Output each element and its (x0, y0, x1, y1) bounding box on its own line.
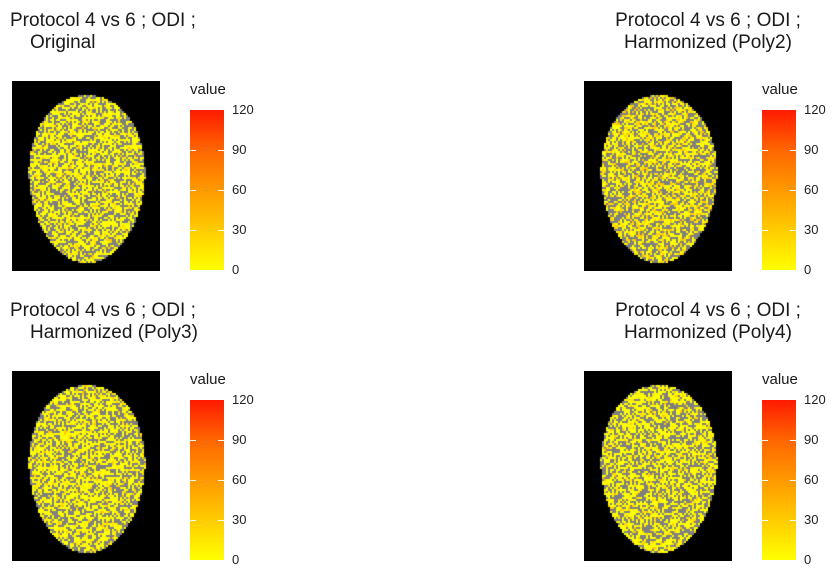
legend-title: value (762, 81, 798, 98)
legend-tick-mark (790, 190, 796, 191)
legend-tick-mark (790, 480, 796, 481)
panel-title: Protocol 4 vs 6 ; ODI ; Harmonized (Poly… (578, 300, 838, 344)
legend-tick-mark (190, 440, 196, 441)
legend-tick-label: 90 (804, 142, 819, 157)
title-line: Protocol 4 vs 6 ; ODI ; (615, 10, 801, 31)
legend-tick-mark (790, 520, 796, 521)
legend-tick-label: 120 (804, 102, 826, 117)
title-line: Protocol 4 vs 6 ; ODI ; (10, 300, 196, 321)
brain-heatmap-canvas (12, 81, 160, 271)
legend-tick-mark (790, 150, 796, 151)
title-line: Protocol 4 vs 6 ; ODI ; (10, 10, 196, 31)
legend-title: value (762, 371, 798, 388)
legend-tick-mark (190, 190, 196, 191)
brain-heatmap-canvas (584, 371, 732, 561)
legend-tick-mark (190, 520, 196, 521)
brain-heatmap-canvas (12, 371, 160, 561)
legend-tick-label: 120 (232, 102, 254, 117)
panel-title: Protocol 4 vs 6 ; ODI ; Harmonized (Poly… (10, 300, 270, 344)
legend-tick-label: 60 (232, 472, 247, 487)
legend-title: value (190, 371, 226, 388)
legend-tick-label: 90 (804, 432, 819, 447)
legend-tick-mark (762, 480, 768, 481)
legend-tick-mark (790, 440, 796, 441)
legend-tick-mark (762, 150, 768, 151)
legend-tick-mark (190, 150, 196, 151)
legend-tick-mark (218, 190, 224, 191)
color-legend: value 0 30 60 90 120 (762, 82, 838, 282)
panel-poly2: Protocol 4 vs 6 ; ODI ; Harmonized (Poly… (578, 10, 838, 285)
legend-tick-mark (190, 480, 196, 481)
legend-tick-label: 30 (804, 512, 819, 527)
legend-tick-label: 0 (804, 262, 812, 277)
legend-tick-label: 60 (804, 472, 819, 487)
panel-poly3: Protocol 4 vs 6 ; ODI ; Harmonized (Poly… (10, 300, 270, 575)
panel-title: Protocol 4 vs 6 ; ODI ; Harmonized (Poly… (578, 10, 838, 54)
brain-map (12, 81, 160, 271)
legend-tick-label: 0 (232, 552, 240, 567)
legend-tick-label: 120 (804, 392, 826, 407)
color-legend: value 0 30 60 90 120 (190, 82, 270, 282)
legend-tick-label: 0 (804, 552, 812, 567)
legend-tick-label: 30 (232, 512, 247, 527)
brain-map (584, 81, 732, 271)
brain-map (12, 371, 160, 561)
legend-ticks: 0 30 60 90 120 (762, 393, 838, 567)
legend-tick-mark (218, 440, 224, 441)
legend-tick-label: 120 (232, 392, 254, 407)
legend-title: value (190, 81, 226, 98)
legend-tick-mark (762, 520, 768, 521)
legend-tick-mark (190, 230, 196, 231)
legend-ticks: 0 30 60 90 120 (190, 103, 270, 277)
subtitle-line: Harmonized (Poly4) (624, 322, 792, 343)
color-legend: value 0 30 60 90 120 (190, 372, 270, 572)
legend-ticks: 0 30 60 90 120 (762, 103, 838, 277)
panel-title: Protocol 4 vs 6 ; ODI ; Original (10, 10, 270, 54)
legend-tick-mark (218, 150, 224, 151)
legend-tick-label: 0 (232, 262, 240, 277)
legend-tick-label: 90 (232, 142, 247, 157)
panel-poly4: Protocol 4 vs 6 ; ODI ; Harmonized (Poly… (578, 300, 838, 575)
legend-tick-mark (790, 230, 796, 231)
subtitle-line: Harmonized (Poly2) (624, 32, 792, 53)
legend-tick-label: 30 (804, 222, 819, 237)
brain-heatmap-canvas (584, 81, 732, 271)
legend-tick-label: 60 (232, 182, 247, 197)
legend-tick-mark (762, 440, 768, 441)
legend-tick-label: 90 (232, 432, 247, 447)
legend-tick-label: 30 (232, 222, 247, 237)
subtitle-line: Original (30, 32, 96, 53)
legend-tick-mark (762, 190, 768, 191)
legend-tick-mark (218, 520, 224, 521)
subtitle-line: Harmonized (Poly3) (30, 322, 198, 343)
brain-map (584, 371, 732, 561)
legend-tick-label: 60 (804, 182, 819, 197)
legend-ticks: 0 30 60 90 120 (190, 393, 270, 567)
title-line: Protocol 4 vs 6 ; ODI ; (615, 300, 801, 321)
color-legend: value 0 30 60 90 120 (762, 372, 838, 572)
legend-tick-mark (218, 230, 224, 231)
panel-original: Protocol 4 vs 6 ; ODI ; Original value 0… (10, 10, 270, 285)
legend-tick-mark (218, 480, 224, 481)
legend-tick-mark (762, 230, 768, 231)
